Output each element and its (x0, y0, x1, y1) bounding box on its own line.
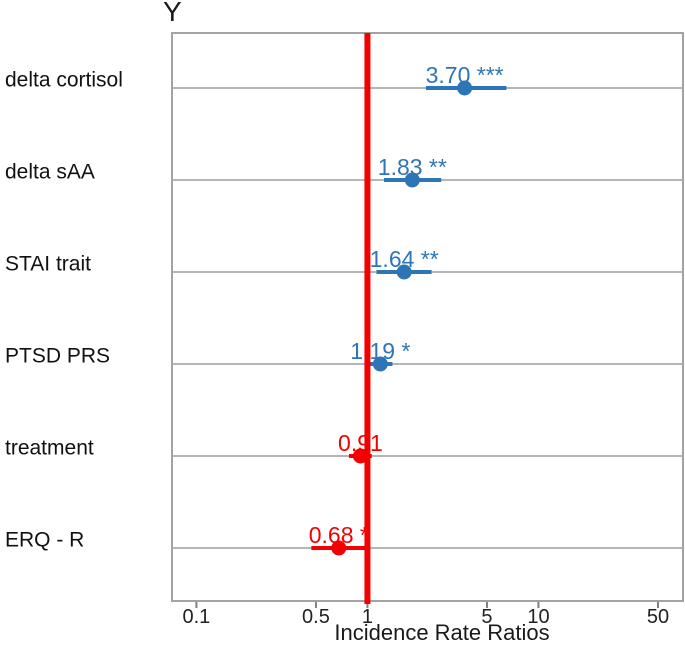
value-label: 0.68 * (309, 522, 369, 548)
chart-title: Y (163, 0, 182, 27)
value-label: 1.19 * (350, 338, 410, 364)
y-axis-label: delta cortisol (5, 69, 123, 92)
grid-layer (171, 32, 684, 602)
data-layer: 3.70 *** 1.83 ** 1.64 ** 1.19 * 0.91 0.68 * (309, 62, 507, 556)
data-point (352, 448, 368, 464)
data-point (404, 172, 420, 188)
data-point (372, 356, 388, 372)
x-axis-title: Incidence Rate Ratios (334, 620, 549, 645)
value-label: 0.91 (338, 430, 383, 456)
y-axis-label: STAI trait (5, 253, 91, 276)
data-point (331, 540, 347, 556)
x-tick-label: 1 (362, 606, 373, 628)
x-tick-label: 0.5 (302, 606, 330, 628)
x-tick-label: 10 (527, 606, 549, 628)
value-label: 3.70 *** (426, 62, 504, 88)
y-axis-label: PTSD PRS (5, 345, 110, 368)
x-tick-label: 0.1 (182, 606, 210, 628)
value-label: 1.64 ** (370, 246, 439, 272)
x-tick-label: 50 (647, 606, 669, 628)
data-point (396, 264, 412, 280)
x-tick-label: 5 (481, 606, 492, 628)
y-axis-label: treatment (5, 437, 94, 460)
value-label: 1.83 ** (378, 154, 447, 180)
category-label-layer: delta cortisol delta sAA STAI trait PTSD PR… (5, 69, 123, 552)
y-axis-label: ERQ - R (5, 529, 84, 552)
axis-layer: 0.1 0.5 1 5 10 50 (182, 602, 669, 628)
y-axis-label: delta sAA (5, 161, 95, 184)
plot-frame (171, 32, 684, 602)
data-point (457, 80, 473, 96)
